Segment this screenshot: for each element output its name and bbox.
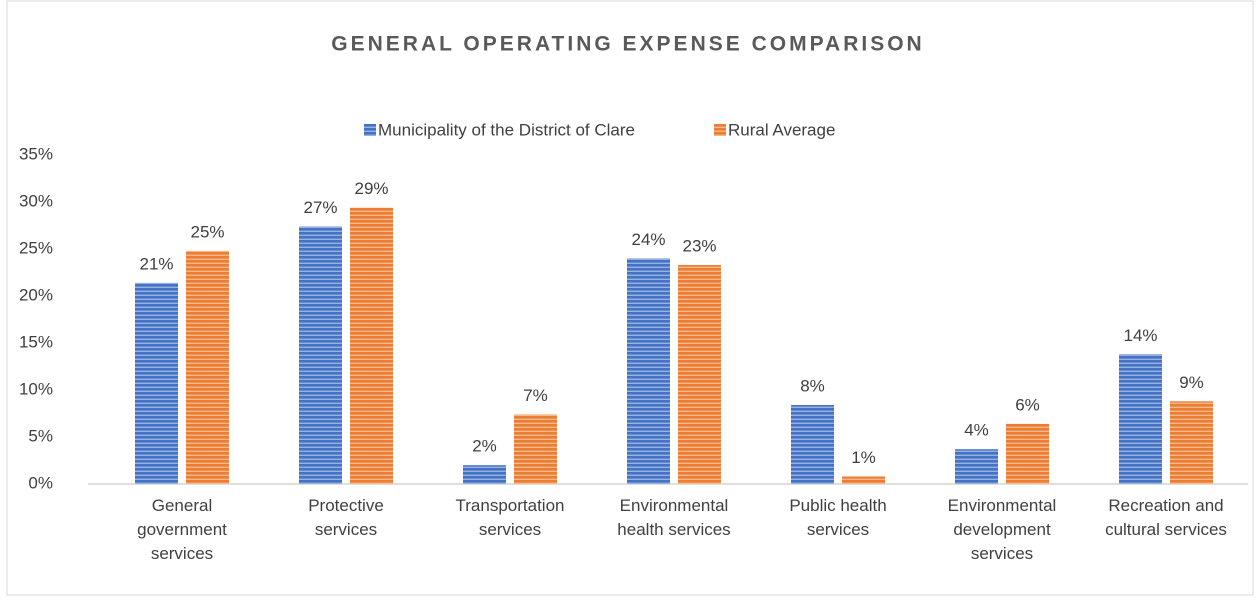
y-tick-label: 10% bbox=[19, 379, 53, 398]
x-tick-wrap: General government services bbox=[137, 496, 227, 563]
x-tick-wrap: Environmental health services bbox=[617, 496, 731, 539]
y-tick-label: 0% bbox=[28, 473, 53, 492]
y-tick-label: 15% bbox=[19, 332, 53, 351]
chart-title: GENERAL OPERATING EXPENSE COMPARISON bbox=[331, 33, 924, 56]
bar bbox=[186, 250, 229, 484]
bar bbox=[135, 282, 178, 484]
legend-swatch bbox=[364, 124, 376, 136]
data-label: 25% bbox=[190, 222, 224, 241]
bar bbox=[514, 414, 557, 484]
x-tick-wrap: Recreation and cultural services bbox=[1105, 496, 1227, 539]
y-tick-label: 20% bbox=[19, 285, 53, 304]
bar bbox=[1006, 423, 1049, 484]
data-label: 21% bbox=[139, 254, 173, 273]
bar bbox=[299, 226, 342, 484]
bar bbox=[842, 476, 885, 484]
data-label: 6% bbox=[1015, 395, 1040, 414]
data-label: 1% bbox=[851, 448, 876, 467]
bar bbox=[627, 258, 670, 484]
data-label: 27% bbox=[303, 198, 337, 217]
legend-label: Municipality of the District of Clare bbox=[378, 120, 635, 139]
bar bbox=[1119, 354, 1162, 484]
data-label: 29% bbox=[354, 179, 388, 198]
y-tick-label: 35% bbox=[19, 144, 53, 163]
data-label: 9% bbox=[1179, 373, 1204, 392]
y-tick-label: 25% bbox=[19, 238, 53, 257]
x-tick-label: General government services bbox=[137, 496, 227, 563]
y-tick-label: 5% bbox=[28, 426, 53, 445]
x-tick-label: Environmental health services bbox=[617, 496, 731, 539]
data-label: 8% bbox=[800, 377, 825, 396]
bar bbox=[1170, 401, 1213, 484]
legend-swatch bbox=[714, 124, 726, 136]
data-label: 2% bbox=[472, 437, 497, 456]
bar bbox=[955, 449, 998, 484]
x-tick-label: Transportation services bbox=[455, 496, 565, 539]
bar bbox=[350, 207, 393, 484]
x-tick-wrap: Transportation services bbox=[455, 496, 565, 539]
data-label: 24% bbox=[631, 230, 665, 249]
x-tick-label: Recreation and cultural services bbox=[1105, 496, 1227, 539]
x-tick-wrap: Public health services bbox=[789, 496, 887, 539]
data-label: 4% bbox=[964, 421, 989, 440]
bar bbox=[791, 405, 834, 484]
y-tick-label: 30% bbox=[19, 191, 53, 210]
bar bbox=[678, 264, 721, 484]
x-tick-label: Protective services bbox=[308, 496, 384, 539]
x-tick-wrap: Environmental development services bbox=[947, 496, 1057, 563]
data-label: 7% bbox=[523, 386, 548, 405]
bar bbox=[463, 465, 506, 484]
x-tick-label: Public health services bbox=[789, 496, 887, 539]
x-tick-label: Environmental development services bbox=[947, 496, 1057, 563]
x-tick-wrap: Protective services bbox=[308, 496, 384, 539]
data-label: 23% bbox=[682, 236, 716, 255]
legend-label: Rural Average bbox=[728, 120, 835, 139]
data-label: 14% bbox=[1123, 326, 1157, 345]
